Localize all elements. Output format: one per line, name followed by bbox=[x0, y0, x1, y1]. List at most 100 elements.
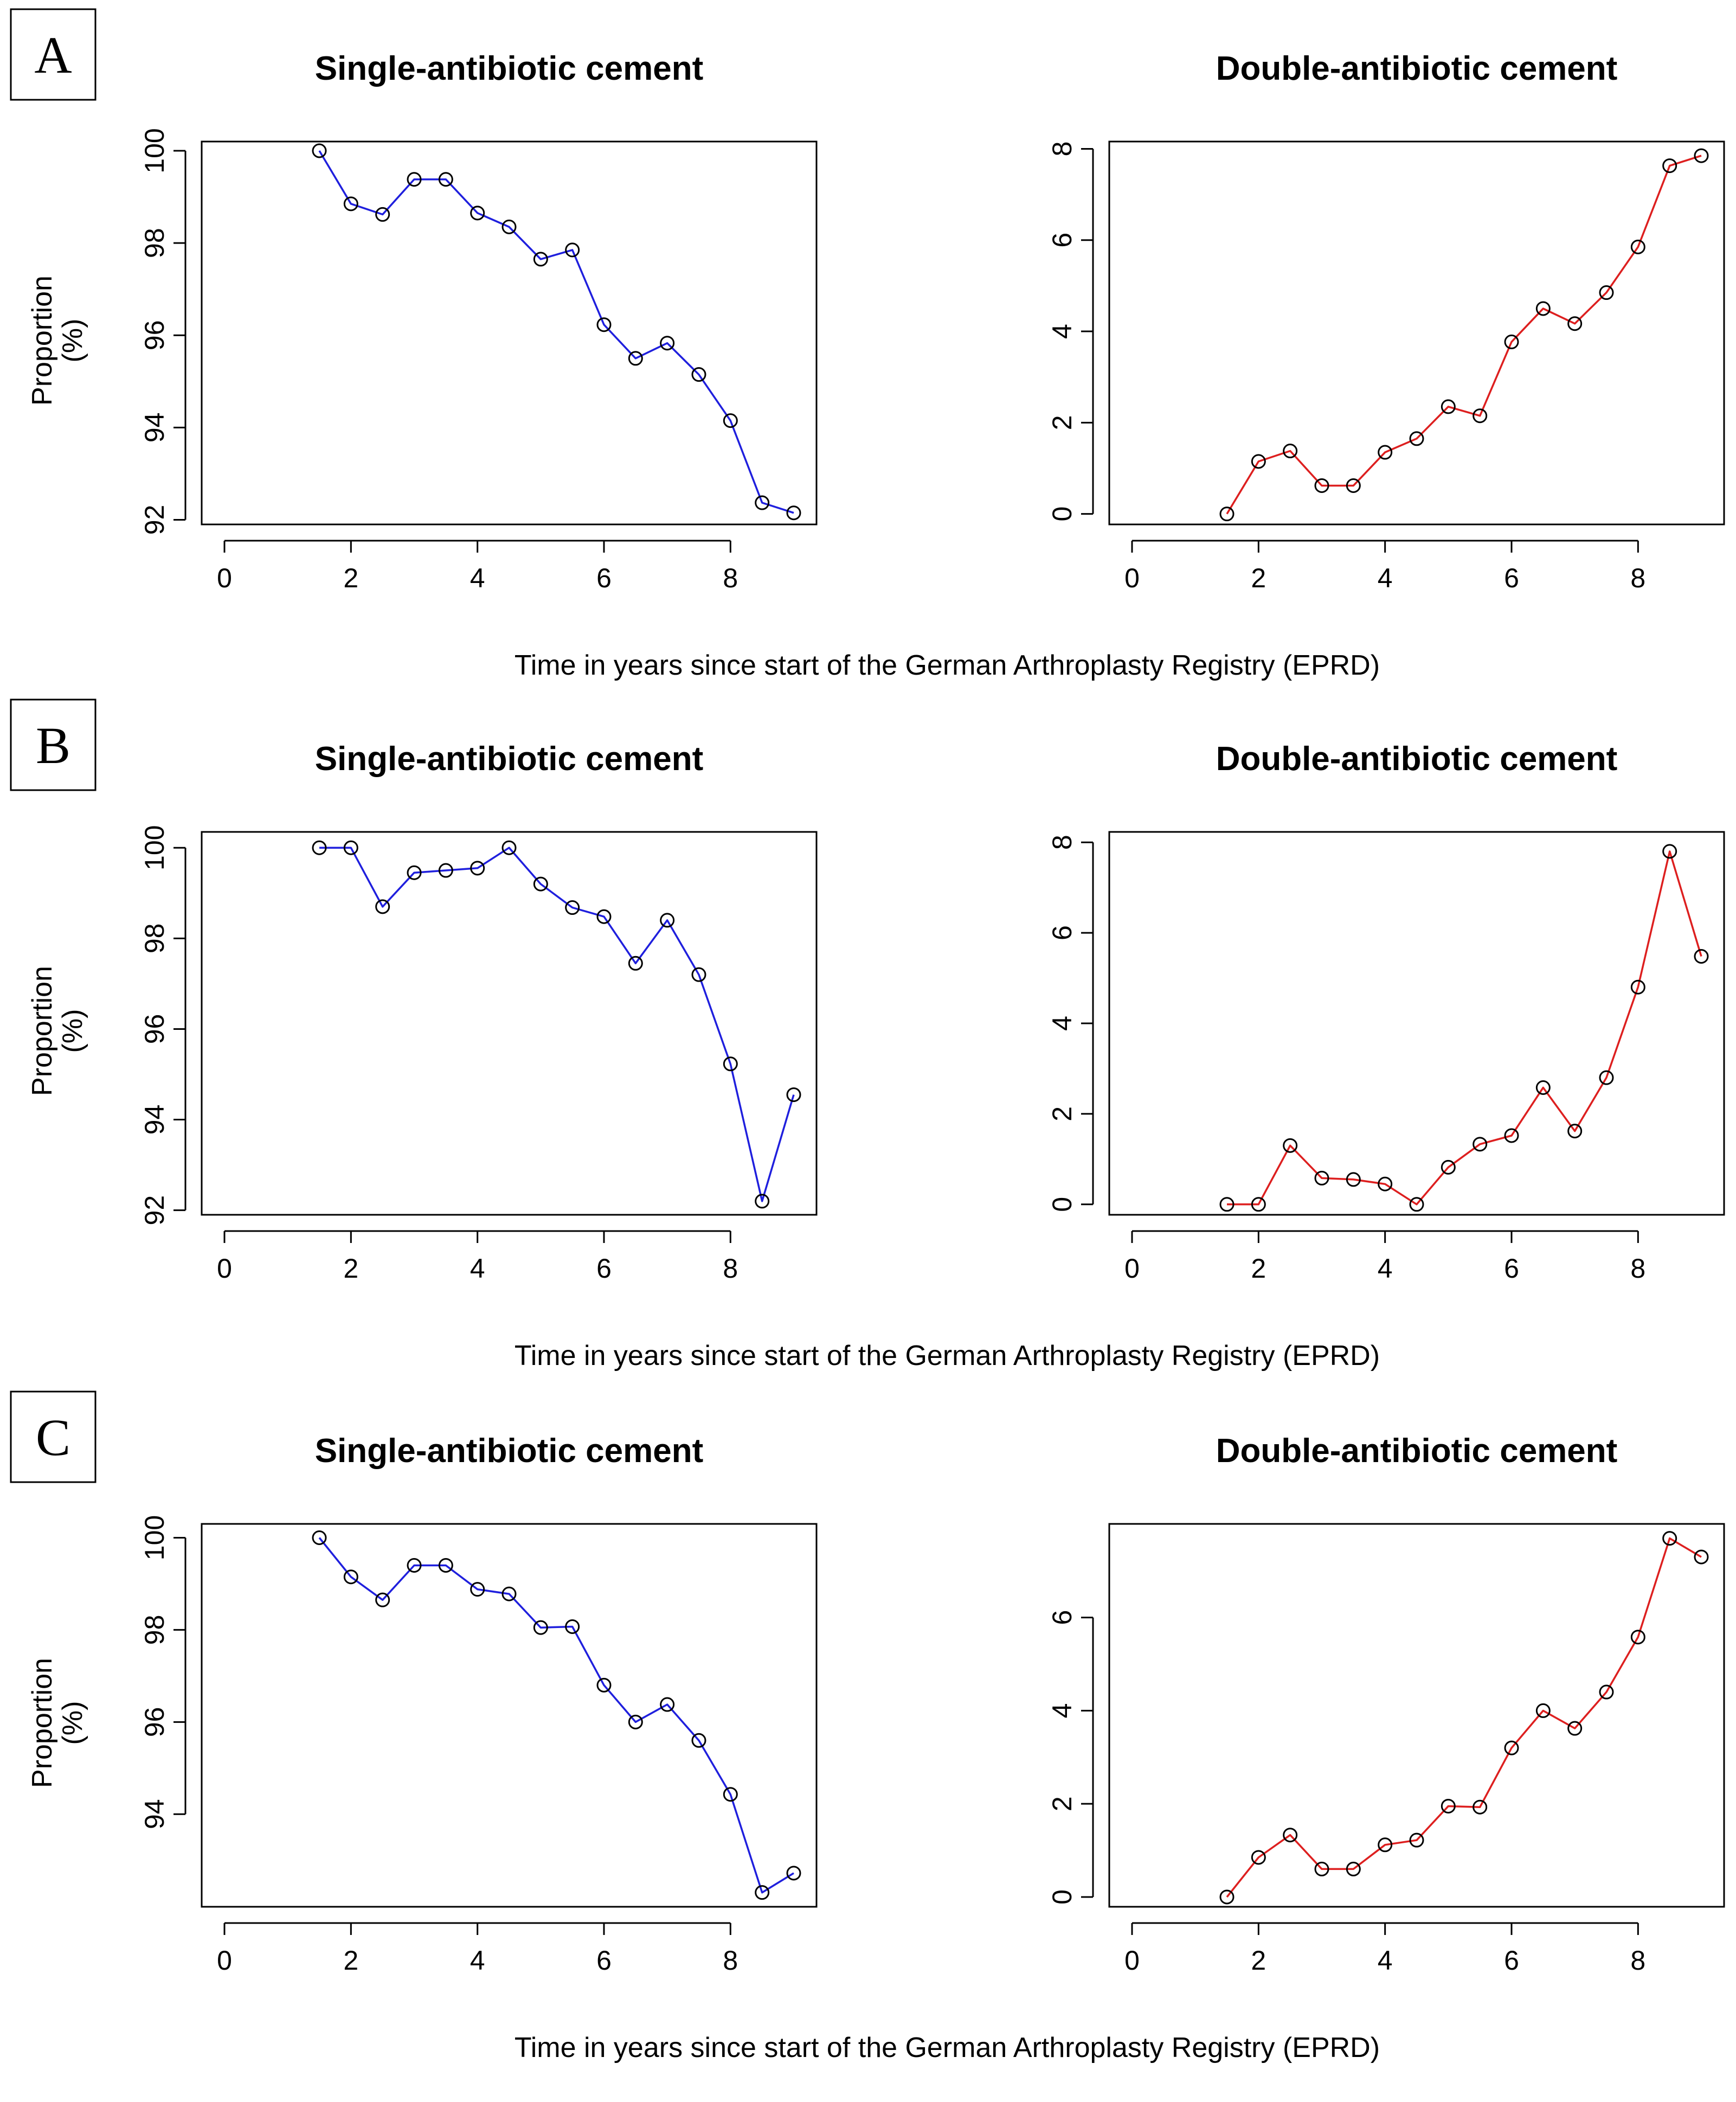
data-point bbox=[438, 172, 453, 187]
x-tick-label: 6 bbox=[1504, 563, 1519, 593]
x-tick-label: 0 bbox=[217, 1945, 232, 1976]
x-tick-label: 6 bbox=[596, 1945, 612, 1976]
x-tick-label: 6 bbox=[1504, 1253, 1519, 1284]
y-tick-label: 2 bbox=[1047, 1106, 1077, 1122]
x-tick-label: 2 bbox=[1251, 1945, 1266, 1976]
x-tick-label: 0 bbox=[1124, 563, 1140, 593]
data-point bbox=[565, 1619, 580, 1634]
y-axis-label: Proportion(%) bbox=[27, 1658, 88, 1788]
y-tick-label: 4 bbox=[1047, 324, 1077, 339]
y-tick-label: 2 bbox=[1047, 415, 1077, 430]
data-point bbox=[660, 1697, 675, 1712]
panel-letter-box bbox=[10, 8, 97, 101]
data-point bbox=[501, 1586, 517, 1601]
data-point bbox=[1567, 316, 1583, 331]
y-axis: 0 2 4 6 bbox=[1047, 1610, 1094, 1905]
panel-c: C Time in years since start of the German… bbox=[10, 1390, 1380, 2063]
data-point bbox=[1473, 1137, 1488, 1152]
x-axis: 0 2 4 6 8 bbox=[217, 540, 738, 593]
data-point bbox=[312, 1530, 327, 1545]
data-point bbox=[1630, 239, 1645, 254]
plot-frame bbox=[201, 831, 818, 1216]
x-tick-label: 2 bbox=[1251, 563, 1266, 593]
data-point bbox=[1441, 399, 1456, 414]
x-axis: 0 2 4 6 8 bbox=[1124, 1922, 1645, 1976]
chart-title: Double-antibiotic cement bbox=[1216, 50, 1618, 87]
data-point bbox=[565, 242, 580, 258]
data-point bbox=[565, 900, 580, 915]
data-point bbox=[1251, 454, 1266, 469]
data-point bbox=[1630, 1630, 1645, 1645]
data-point bbox=[1346, 478, 1361, 493]
panel-a: A Time in years since start of the German… bbox=[10, 8, 1380, 681]
data-point bbox=[1535, 1703, 1551, 1718]
panel-letter-box bbox=[10, 698, 97, 791]
data-point bbox=[628, 351, 643, 366]
y-tick-label: 94 bbox=[139, 1799, 170, 1829]
data-point bbox=[628, 1714, 643, 1729]
x-tick-label: 8 bbox=[1630, 1253, 1645, 1284]
data-point bbox=[1599, 1070, 1614, 1085]
x-tick-label: 4 bbox=[1378, 563, 1393, 593]
y-tick-label: 98 bbox=[139, 228, 170, 258]
data-point bbox=[1535, 301, 1551, 316]
panel-letter: B bbox=[36, 716, 70, 774]
data-point bbox=[1409, 431, 1424, 446]
x-tick-label: 4 bbox=[1378, 1945, 1393, 1976]
panel-letter: C bbox=[36, 1408, 70, 1466]
panel-letter-box bbox=[10, 1390, 97, 1483]
data-point bbox=[1694, 949, 1709, 964]
y-tick-label: 8 bbox=[1047, 142, 1077, 157]
data-point bbox=[596, 317, 612, 332]
x-tick-label: 0 bbox=[1124, 1253, 1140, 1284]
y-tick-label: 92 bbox=[139, 1195, 170, 1226]
x-tick-label: 8 bbox=[1630, 1945, 1645, 1976]
y-tick-label: 6 bbox=[1047, 1610, 1077, 1625]
data-point bbox=[660, 913, 675, 928]
data-point bbox=[375, 1592, 390, 1607]
y-tick-label: 0 bbox=[1047, 507, 1077, 522]
chart-a-single: Single-antibiotic cement 0 2 4 6 8 92 94 96 98 100 bbox=[139, 50, 818, 593]
y-axis-label-line2: (%) bbox=[57, 1009, 88, 1053]
y-tick-label: 0 bbox=[1047, 1197, 1077, 1212]
chart-b-double: Double-antibiotic cement 0 2 4 6 8 0 2 4 6 8 bbox=[1047, 740, 1725, 1284]
data-point bbox=[1662, 844, 1677, 859]
y-tick-label: 96 bbox=[139, 320, 170, 350]
data-point bbox=[1283, 1138, 1298, 1153]
data-point bbox=[470, 206, 485, 221]
data-point bbox=[1409, 1832, 1424, 1848]
data-point bbox=[1251, 1197, 1266, 1212]
y-axis: 94 96 98 100 bbox=[139, 1515, 187, 1829]
data-point bbox=[1378, 1176, 1393, 1191]
data-point bbox=[1314, 1861, 1329, 1876]
y-tick-label: 4 bbox=[1047, 1703, 1077, 1719]
data-point bbox=[691, 1733, 706, 1748]
data-point bbox=[501, 219, 517, 234]
data-point bbox=[1346, 1172, 1361, 1187]
x-tick-label: 6 bbox=[596, 1253, 612, 1284]
data-point bbox=[438, 863, 453, 878]
data-point bbox=[691, 967, 706, 982]
data-point bbox=[755, 495, 770, 510]
y-axis-label-line2: (%) bbox=[57, 1701, 88, 1745]
y-axis-label-line1: Proportion bbox=[27, 1658, 58, 1788]
data-point bbox=[1694, 148, 1709, 163]
x-tick-label: 0 bbox=[217, 1253, 232, 1284]
data-point bbox=[628, 956, 643, 971]
data-point bbox=[1314, 1170, 1329, 1185]
data-point bbox=[1314, 478, 1329, 493]
data-point bbox=[1346, 1861, 1361, 1876]
chart-a-double: Double-antibiotic cement 0 2 4 6 8 0 2 4 6 8 bbox=[1047, 50, 1725, 593]
data-point bbox=[407, 172, 422, 187]
y-tick-label: 92 bbox=[139, 505, 170, 535]
x-tick-label: 6 bbox=[596, 563, 612, 593]
data-point bbox=[786, 1866, 801, 1881]
data-point bbox=[660, 336, 675, 351]
data-point bbox=[1378, 1837, 1393, 1853]
x-axis: 0 2 4 6 8 bbox=[1124, 540, 1645, 593]
data-point bbox=[533, 252, 548, 267]
x-axis-label: Time in years since start of the German … bbox=[515, 1340, 1380, 1372]
chart-title: Single-antibiotic cement bbox=[315, 50, 704, 87]
data-point bbox=[786, 505, 801, 521]
